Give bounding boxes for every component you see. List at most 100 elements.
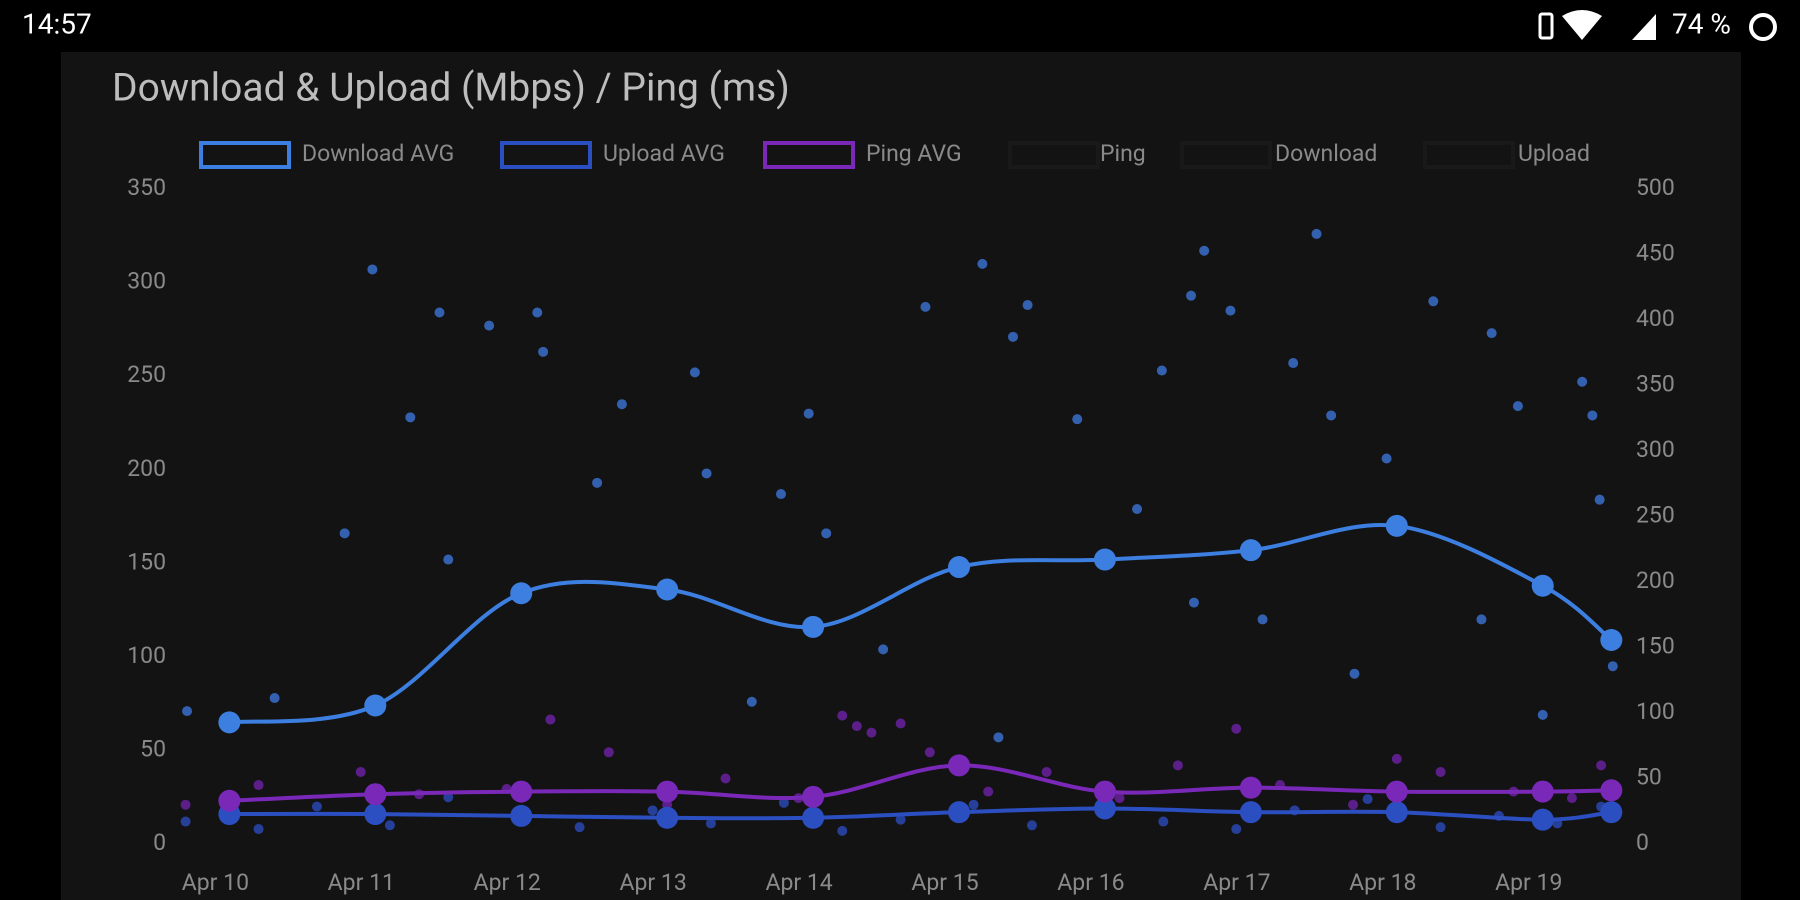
scatter-point <box>993 732 1004 743</box>
y-tick-label: 50 <box>140 736 166 763</box>
scatter-point <box>1158 816 1169 827</box>
scatter-point <box>705 818 716 829</box>
scatter-point <box>895 814 906 825</box>
status-battery: 74 % <box>1672 7 1731 40</box>
avg-point <box>1600 779 1623 802</box>
scatter-point <box>1435 766 1446 777</box>
legend-label: Ping AVG <box>866 140 962 167</box>
avg-point <box>218 711 241 734</box>
avg-point <box>656 578 679 601</box>
scatter-point <box>355 766 366 777</box>
legend-label: Download AVG <box>302 140 454 167</box>
avg-point <box>948 556 971 579</box>
scatter-point <box>1587 410 1598 421</box>
avg-point <box>1093 548 1116 571</box>
scatter-point <box>1607 661 1618 672</box>
scatter-point <box>443 792 454 803</box>
scatter-point <box>851 721 862 732</box>
avg-point <box>1239 539 1262 562</box>
avg-point <box>802 785 825 808</box>
x-tick-label: Apr 16 <box>1057 869 1124 896</box>
avg-point <box>1600 801 1623 824</box>
scatter-point <box>1026 820 1037 831</box>
scatter-point <box>1512 401 1523 412</box>
y2-tick-label: 250 <box>1636 502 1675 529</box>
x-tick-label: Apr 19 <box>1495 869 1562 896</box>
wifi-icon <box>1562 10 1602 40</box>
y2-tick-label: 0 <box>1636 829 1649 856</box>
scatter-point <box>647 805 658 816</box>
avg-point <box>1531 574 1554 597</box>
scatter-point <box>434 307 445 318</box>
y2-tick-label: 350 <box>1636 371 1675 398</box>
scatter-point <box>924 747 935 758</box>
avg-point <box>1385 780 1408 803</box>
legend-label: Ping <box>1100 140 1146 167</box>
avg-point <box>1385 801 1408 824</box>
scatter-point <box>574 822 585 833</box>
scatter-point <box>1072 414 1083 425</box>
scatter-point <box>1428 296 1439 307</box>
scatter-point <box>1257 614 1268 625</box>
y2-tick-label: 100 <box>1636 698 1675 725</box>
scatter-point <box>837 710 848 721</box>
avg-point <box>802 806 825 829</box>
scatter-point <box>180 799 191 810</box>
scatter-point <box>1199 245 1210 256</box>
scatter-point <box>443 554 454 565</box>
avg-point <box>656 806 679 829</box>
avg-point <box>1531 780 1554 803</box>
scatter-point <box>484 320 495 331</box>
scatter-point <box>384 820 395 831</box>
x-tick-label: Apr 11 <box>328 869 395 896</box>
scatter-point <box>180 816 191 827</box>
scatter-point <box>1476 614 1487 625</box>
scatter-point <box>1172 760 1183 771</box>
scatter-point <box>1311 228 1322 239</box>
scatter-point <box>311 801 322 812</box>
avg-point <box>1239 801 1262 824</box>
scatter-point <box>837 825 848 836</box>
scatter-point <box>866 727 877 738</box>
scatter-point <box>1326 410 1337 421</box>
y-tick-label: 300 <box>127 268 166 295</box>
avg-point <box>218 789 241 812</box>
scatter-point <box>253 780 264 791</box>
legend-swatch <box>500 141 592 169</box>
x-tick-label: Apr 13 <box>620 869 687 896</box>
scatter-point <box>920 301 931 312</box>
status-icons <box>1538 10 1777 41</box>
y-tick-label: 350 <box>127 174 166 201</box>
avg-point <box>364 803 387 826</box>
y-tick-label: 150 <box>127 548 166 575</box>
scatter-point <box>983 786 994 797</box>
scatter-point <box>339 528 350 539</box>
avg-point <box>948 754 971 777</box>
avg-point <box>510 804 533 827</box>
scatter-point <box>545 714 556 725</box>
legend-swatch <box>1008 141 1100 169</box>
scatter-point <box>1594 494 1605 505</box>
y2-tick-label: 50 <box>1636 764 1662 791</box>
scatter-point <box>1041 766 1052 777</box>
legend-label: Download <box>1275 140 1377 167</box>
x-tick-label: Apr 18 <box>1349 869 1416 896</box>
y2-tick-label: 200 <box>1636 567 1675 594</box>
y-tick-label: 100 <box>127 642 166 669</box>
scatter-point <box>1349 668 1360 679</box>
scatter-point <box>878 644 889 655</box>
y-tick-label: 0 <box>153 829 166 856</box>
scatter-point <box>538 346 549 357</box>
scatter-point <box>1537 709 1548 720</box>
legend-swatch <box>763 141 855 169</box>
chart-title: Download & Upload (Mbps) / Ping (ms) <box>112 64 790 110</box>
scatter-point <box>1132 504 1143 515</box>
scatter-point <box>269 693 280 704</box>
avg-point <box>364 694 387 717</box>
x-tick-label: Apr 10 <box>182 869 249 896</box>
vibrate-icon <box>1538 12 1554 40</box>
legend-swatch <box>1180 141 1272 169</box>
scatter-point <box>1022 300 1033 311</box>
avg-point <box>1093 780 1116 803</box>
